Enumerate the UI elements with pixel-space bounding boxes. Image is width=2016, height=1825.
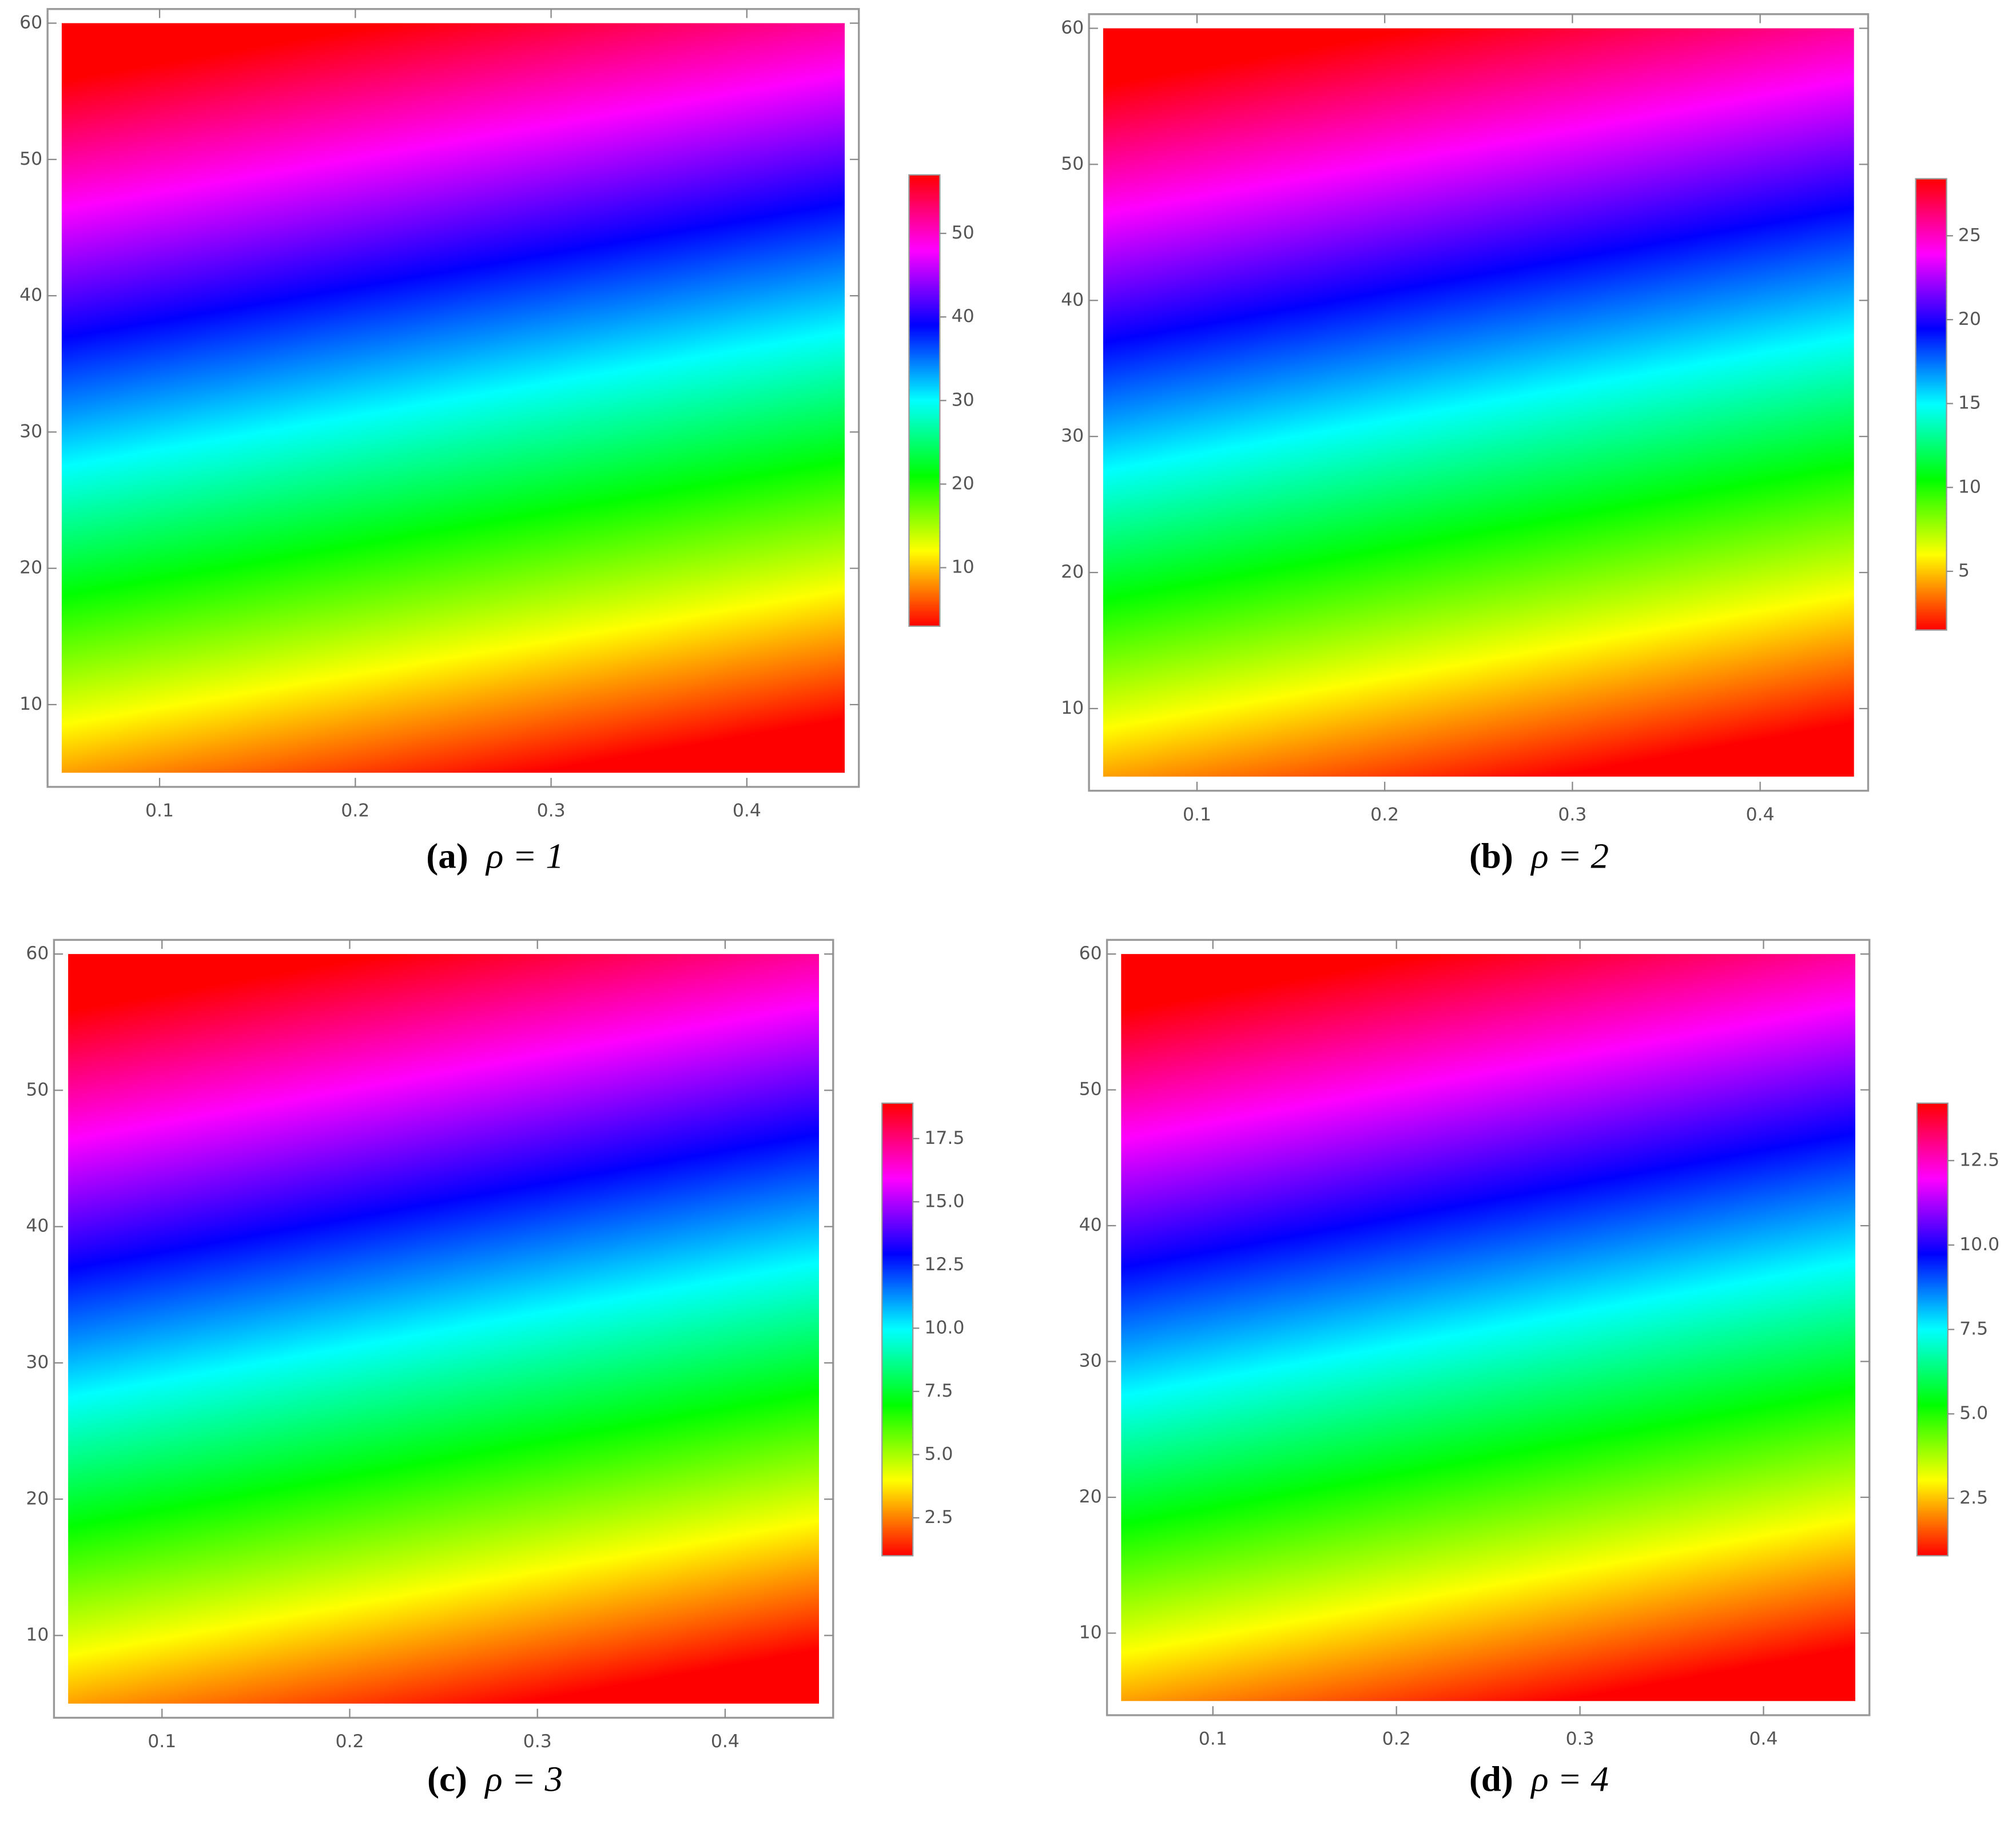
caption-label: (a)	[426, 836, 468, 876]
density-field	[1121, 954, 1855, 1701]
colorbar-tick-label: 10	[1958, 476, 1981, 497]
y-tick-label: 20	[1079, 1486, 1102, 1507]
panel: 0.1 0.2 0.3 0.4 10 20 30 40 50 60 2.5 5.0 7.5 10.0 12.…	[26, 939, 964, 1799]
y-tick-label: 10	[1061, 698, 1084, 718]
caption-text: ρ = 3	[484, 1759, 563, 1799]
density-field	[61, 23, 845, 773]
caption: (b) ρ = 2	[1469, 836, 1609, 876]
caption: (c) ρ = 3	[427, 1759, 563, 1799]
caption: (d) ρ = 4	[1469, 1759, 1609, 1799]
plot-frame	[46, 8, 860, 788]
y-tick-label: 20	[19, 558, 42, 578]
y-tick-label: 20	[26, 1488, 49, 1509]
colorbar-tick-label: 2.5	[1959, 1488, 1988, 1508]
y-tick-label: 10	[26, 1625, 49, 1645]
density-field	[1103, 28, 1854, 777]
colorbar-tick-label: 10.0	[1959, 1234, 1999, 1255]
y-tick-label: 60	[19, 12, 42, 33]
y-tick-label: 10	[19, 694, 42, 714]
x-tick-label: 0.3	[523, 1731, 552, 1752]
colorbar	[881, 1102, 914, 1557]
colorbar-tick-label: 20	[952, 473, 975, 494]
x-tick-label: 0.2	[1370, 804, 1399, 825]
y-tick-label: 40	[26, 1216, 49, 1236]
caption-label: (b)	[1469, 836, 1513, 876]
colorbar-tick-label: 40	[952, 306, 975, 327]
colorbar-tick-label: 5	[1958, 560, 1970, 581]
y-tick-label: 40	[19, 285, 42, 305]
x-tick-label: 0.2	[1382, 1729, 1411, 1750]
panel: 0.1 0.2 0.3 0.4 10 20 30 40 50 60 5 10 15 20 25 (b) ρ = …	[1061, 13, 1981, 876]
y-tick-label: 50	[1061, 153, 1084, 174]
x-tick-label: 0.2	[335, 1731, 364, 1752]
density-field	[68, 954, 820, 1704]
x-tick-label: 0.2	[341, 801, 369, 821]
panel: 0.1 0.2 0.3 0.4 10 20 30 40 50 60 10 20 30 40 50 (a) ρ =…	[19, 8, 975, 876]
x-tick-label: 0.3	[537, 801, 566, 821]
y-tick-label: 40	[1061, 289, 1084, 310]
colorbar	[1916, 1102, 1949, 1557]
x-tick-label: 0.3	[1566, 1729, 1594, 1750]
colorbar-tick-label: 20	[1958, 309, 1981, 329]
colorbar-tick-label: 15.0	[924, 1191, 964, 1211]
y-tick-label: 60	[1061, 17, 1084, 38]
colorbar-tick-label: 5.0	[924, 1444, 953, 1464]
plot-frame	[1106, 939, 1871, 1716]
caption-text: ρ = 1	[485, 836, 564, 876]
colorbar-tick-label: 12.5	[924, 1254, 964, 1275]
x-tick-label: 0.4	[711, 1731, 739, 1752]
x-tick-label: 0.1	[148, 1731, 176, 1752]
colorbar-tick-label: 10.0	[924, 1317, 964, 1338]
y-tick-label: 30	[1061, 426, 1084, 446]
caption: (a) ρ = 1	[426, 836, 563, 876]
colorbar-tick-label: 10	[952, 557, 975, 578]
y-tick-label: 50	[1079, 1079, 1102, 1100]
colorbar-tick-label: 5.0	[1959, 1403, 1988, 1424]
colorbar-tick-label: 7.5	[924, 1381, 953, 1401]
colorbar-tick-label: 50	[952, 222, 975, 243]
x-tick-label: 0.1	[1199, 1729, 1227, 1750]
x-tick-label: 0.4	[733, 801, 761, 821]
y-tick-label: 40	[1079, 1215, 1102, 1235]
colorbar	[1915, 178, 1947, 631]
panel: 0.1 0.2 0.3 0.4 10 20 30 40 50 60 2.5 5.0 7.5 10.0 12.…	[1079, 939, 1999, 1799]
caption-text: ρ = 2	[1530, 836, 1609, 876]
y-tick-label: 30	[26, 1352, 49, 1373]
colorbar-tick-label: 2.5	[924, 1507, 953, 1528]
y-tick-label: 60	[1079, 943, 1102, 964]
y-tick-label: 20	[1061, 562, 1084, 582]
colorbar-tick-label: 15	[1958, 393, 1981, 413]
caption-label: (c)	[427, 1759, 467, 1799]
x-tick-label: 0.3	[1558, 804, 1586, 825]
y-tick-label: 60	[26, 943, 49, 964]
x-tick-label: 0.4	[1746, 804, 1775, 825]
y-tick-label: 50	[19, 149, 42, 169]
y-tick-label: 30	[19, 421, 42, 442]
plot-frame	[1088, 13, 1870, 792]
caption-label: (d)	[1469, 1759, 1513, 1799]
colorbar-tick-label: 25	[1958, 225, 1981, 245]
colorbar-tick-label: 7.5	[1959, 1319, 1988, 1339]
plot-frame	[53, 939, 834, 1719]
x-tick-label: 0.1	[145, 801, 174, 821]
x-tick-label: 0.4	[1749, 1729, 1778, 1750]
y-tick-label: 10	[1079, 1623, 1102, 1643]
colorbar-tick-label: 12.5	[1959, 1150, 1999, 1170]
x-tick-label: 0.1	[1183, 804, 1211, 825]
colorbar-tick-label: 30	[952, 389, 975, 410]
y-tick-label: 30	[1079, 1351, 1102, 1371]
caption-text: ρ = 4	[1530, 1759, 1609, 1799]
colorbar-tick-label: 17.5	[924, 1128, 964, 1148]
colorbar	[908, 174, 941, 627]
y-tick-label: 50	[26, 1079, 49, 1100]
